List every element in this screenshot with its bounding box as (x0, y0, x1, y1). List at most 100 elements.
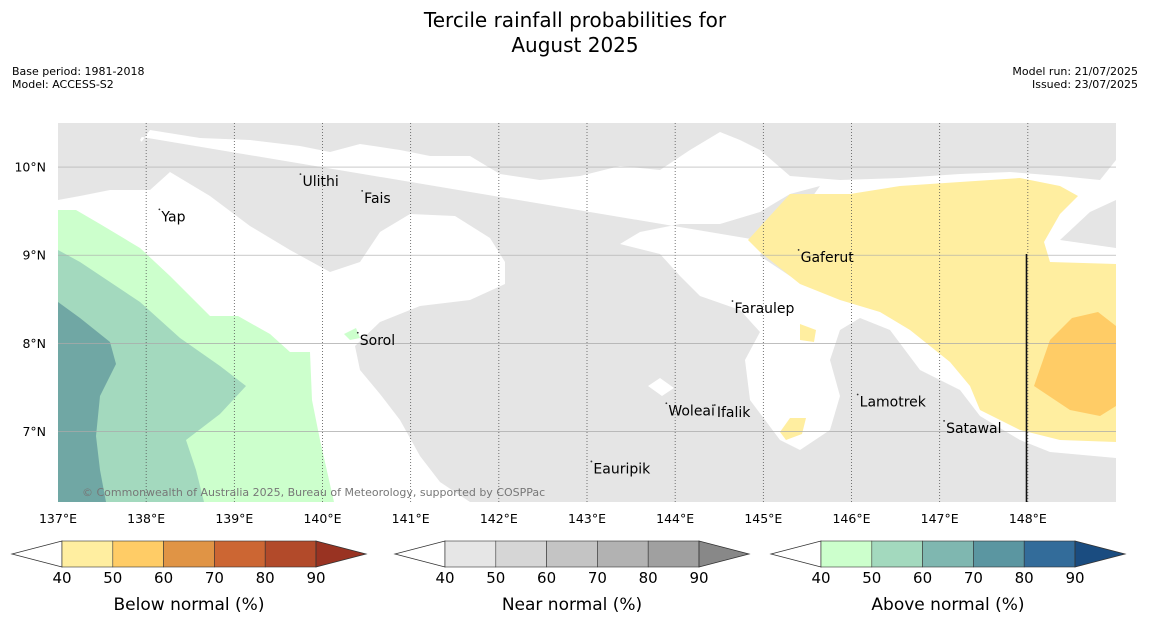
island-label: Faraulep (734, 301, 794, 317)
colorbar-tick-label: 70 (588, 569, 607, 587)
lat-tick-label: 7°N (22, 424, 46, 439)
colorbar-tick-label: 60 (154, 569, 173, 587)
colorbar-max-arrow (315, 540, 368, 568)
title-line-2: August 2025 (511, 33, 639, 57)
colorbar-cell (647, 540, 700, 568)
above-normal-50-field (58, 250, 246, 502)
colorbar-title: Near normal (%) (502, 595, 642, 615)
white-patch-woleai (648, 378, 674, 396)
meta-right: Model run: 21/07/2025 Issued: 23/07/2025 (1012, 65, 1138, 91)
colorbar-max-arrow (698, 540, 751, 568)
near-normal-field-west (58, 123, 170, 200)
colorbar-tick-label: 70 (205, 569, 224, 587)
colorbar-tick-label: 50 (486, 569, 505, 587)
colorbar-tick-label: 90 (306, 569, 325, 587)
base-period: Base period: 1981-2018 (12, 65, 145, 78)
graticule (58, 123, 1116, 502)
colorbar-cell (1023, 540, 1076, 568)
island-marker (943, 420, 945, 422)
colorbar-tick-label: 40 (52, 569, 71, 587)
colorbar-tick-label: 60 (913, 569, 932, 587)
island-marker (713, 404, 716, 406)
lon-tick-label: 142°E (480, 511, 518, 526)
near-normal-field-ne (1060, 200, 1116, 248)
island-marker (356, 331, 359, 334)
colorbar: 40 50 60 70 80 90 Above normal (%) (769, 540, 1127, 615)
colorbar: 40 50 60 70 80 90 Below normal (%) (10, 540, 368, 615)
colorbar-tick-label: 60 (537, 569, 556, 587)
colorbar-cell (61, 540, 114, 568)
colorbar-cell (871, 540, 923, 568)
island-label: Fais (364, 191, 391, 207)
colorbar-cell (495, 540, 547, 568)
colorbar-tick-label: 40 (811, 569, 830, 587)
colorbar-cell (922, 540, 974, 568)
colorbar-tick-label: 80 (256, 569, 275, 587)
colorbar-tick-label: 50 (103, 569, 122, 587)
colorbar-tick-label: 80 (639, 569, 658, 587)
island-label: Yap (160, 209, 185, 225)
lon-tick-label: 145°E (744, 511, 782, 526)
island-marker (361, 189, 364, 192)
lat-tick-label: 9°N (22, 248, 46, 263)
colorbar-tick-label: 90 (689, 569, 708, 587)
island-label: Ulithi (302, 174, 338, 190)
lon-tick-label: 140°E (303, 511, 341, 526)
colorbar-min-arrow (769, 540, 822, 568)
lon-tick-label: 148°E (1009, 511, 1047, 526)
above-normal-patch-sorol (344, 328, 360, 340)
map-title: Tercile rainfall probabilities for Augus… (0, 8, 1150, 58)
island-marker (797, 249, 800, 251)
lon-tick-label: 137°E (39, 511, 77, 526)
model-name: Model: ACCESS-S2 (12, 78, 114, 91)
colorbar-title: Below normal (%) (114, 595, 265, 615)
island-label: Eauripik (593, 461, 651, 477)
colorbar-cell (112, 540, 164, 568)
island-label: Woleai (668, 403, 715, 419)
colorbar-cell (214, 540, 266, 568)
below-normal-40-field (748, 178, 1116, 442)
island-labels: Ulithi Fais Yap Gaferut Faraulep Sorol Lamotre… (158, 173, 1002, 477)
colorbar-tick-label: 70 (964, 569, 983, 587)
above-normal-60-field (58, 302, 116, 502)
colorbar-min-arrow (10, 540, 63, 568)
lon-tick-label: 139°E (215, 511, 253, 526)
lat-tick-label: 10°N (14, 160, 46, 175)
meta-left: Base period: 1981-2018 Model: ACCESS-S2 (12, 65, 144, 91)
island-marker (856, 393, 859, 396)
colorbar-cell (820, 540, 873, 568)
lon-tick-label: 146°E (832, 511, 870, 526)
lon-tick-label: 138°E (127, 511, 165, 526)
island-label: Sorol (360, 333, 395, 349)
colorbar-cell (264, 540, 317, 568)
island-marker (299, 173, 302, 176)
colorbar-title: Above normal (%) (871, 595, 1024, 615)
colorbar-tick-label: 40 (435, 569, 454, 587)
island-label: Ifalik (717, 405, 751, 421)
colorbar: 40 50 60 70 80 90 Near normal (%) (393, 540, 751, 615)
below-normal-50-field (1034, 312, 1116, 416)
below-normal-40-patch-2 (780, 418, 806, 440)
map-panel: Ulithi Fais Yap Gaferut Faraulep Sorol Lamotre… (14, 123, 1116, 526)
lon-tick-label: 147°E (921, 511, 959, 526)
legend: 40 50 60 70 80 90 Below normal (%) 40 50 60 70 80 90… (10, 540, 1127, 615)
colorbar-tick-label: 80 (1015, 569, 1034, 587)
colorbar-tick-label: 90 (1065, 569, 1084, 587)
axis-labels: 137°E 138°E 139°E 140°E 141°E 142°E 143°E 144°E… (14, 160, 1046, 526)
colorbar-min-arrow (393, 540, 446, 568)
lon-tick-label: 141°E (392, 511, 430, 526)
island-marker (665, 402, 668, 405)
colorbar-cell (163, 540, 215, 568)
colorbar-cell (546, 540, 598, 568)
title-line-1: Tercile rainfall probabilities for (423, 8, 727, 32)
colorbar-cell (444, 540, 497, 568)
island-label: Lamotrek (860, 394, 927, 410)
island-marker (158, 208, 161, 211)
lon-tick-label: 143°E (568, 511, 606, 526)
colorbar-tick-label: 50 (862, 569, 881, 587)
colorbar-max-arrow (1074, 540, 1127, 568)
colorbar-cell (973, 540, 1025, 568)
copyright-text: © Commonwealth of Australia 2025, Bureau… (82, 486, 545, 499)
model-run: Model run: 21/07/2025 (1012, 65, 1138, 78)
